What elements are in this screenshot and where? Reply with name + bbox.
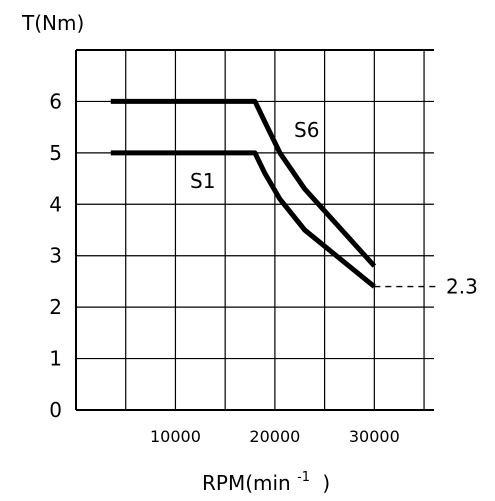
series-line-s1: [110, 150, 376, 289]
x-axis-label-main: RPM(min: [202, 471, 291, 495]
x-axis-label-tail: ): [322, 471, 330, 495]
x-tick-label: 20000: [249, 427, 300, 446]
y-tick-label: 6: [49, 89, 62, 113]
series-line-s6: [110, 98, 377, 268]
y-tick-label: 4: [49, 192, 62, 216]
series-label-s1: S1: [190, 169, 215, 193]
chart-curves: [110, 98, 377, 289]
y-tick-label: 1: [49, 347, 62, 371]
annotation-label: 2.3: [446, 275, 478, 299]
y-tick-label: 2: [49, 295, 62, 319]
series-label-s6: S6: [294, 118, 319, 142]
annotations: 2.3: [374, 275, 478, 299]
x-tick-labels: 10000 20000 30000: [150, 427, 400, 446]
y-tick-label: 0: [49, 398, 62, 422]
y-tick-label: 3: [49, 244, 62, 268]
series-labels: S6 S1: [190, 118, 319, 193]
x-axis-label-sup: -1: [297, 470, 310, 485]
x-axis-label: RPM(min -1 ): [202, 462, 330, 495]
x-tick-label: 10000: [150, 427, 201, 446]
y-axis-label: T(Nm): [21, 11, 84, 35]
y-tick-label: 5: [49, 141, 62, 165]
x-tick-label: 30000: [349, 427, 400, 446]
y-tick-labels: 0 1 2 3 4 5 6: [49, 89, 62, 422]
